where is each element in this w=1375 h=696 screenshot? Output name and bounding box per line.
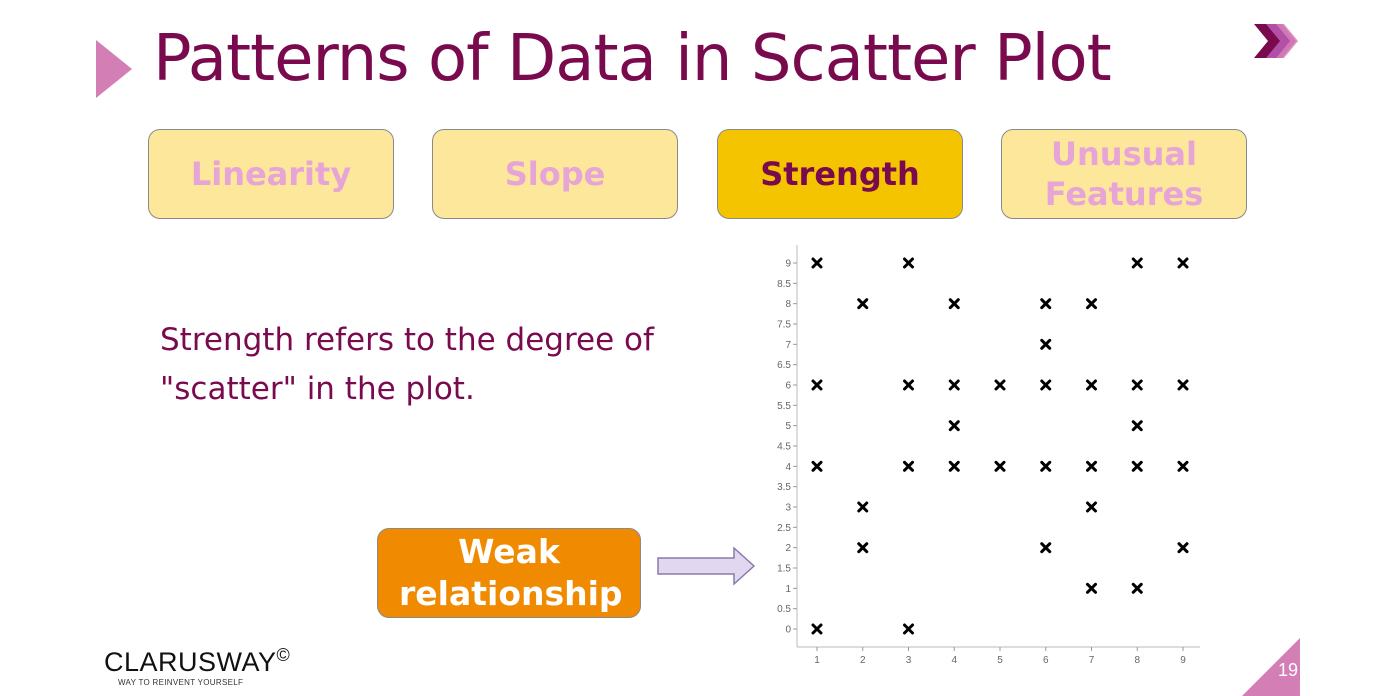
y-tick-label: 1	[785, 584, 791, 595]
y-tick-label: 7	[785, 340, 791, 351]
data-point	[1177, 542, 1189, 554]
data-point	[1086, 460, 1097, 472]
y-tick-label: 5.5	[777, 401, 791, 412]
data-point	[948, 420, 960, 432]
data-point	[948, 379, 960, 391]
data-point	[1040, 379, 1052, 391]
data-point	[903, 257, 914, 269]
data-point	[857, 298, 869, 310]
tab-slope[interactable]: Slope	[432, 129, 678, 219]
strength-description: Strength refers to the degree of "scatte…	[160, 322, 654, 407]
data-point	[1040, 460, 1052, 472]
y-tick-label: 8	[785, 299, 791, 310]
tab-unusual-features[interactable]: Unusual Features	[1001, 129, 1247, 219]
data-point	[1086, 379, 1097, 391]
data-point	[1131, 460, 1143, 472]
data-point	[1086, 582, 1097, 594]
page-number: 19	[1278, 660, 1299, 680]
x-tick-label: 3	[906, 655, 912, 666]
data-point	[903, 460, 914, 472]
x-tick-label: 5	[997, 655, 1003, 666]
data-point	[1177, 257, 1189, 269]
x-tick-label: 6	[1043, 655, 1049, 666]
brand-logo: CLARUSWAY©	[104, 645, 290, 678]
data-point	[1131, 379, 1143, 391]
y-tick-label: 3	[785, 503, 791, 514]
data-point	[857, 501, 869, 513]
data-point	[994, 379, 1006, 391]
data-point	[1086, 298, 1097, 310]
y-tick-label: 7.5	[777, 320, 791, 331]
slide-title: Patterns of Data in Scatter Plot	[153, 22, 1112, 96]
y-tick-label: 6.5	[777, 360, 791, 371]
copyright-mark: ©	[276, 645, 291, 665]
data-point	[1177, 379, 1189, 391]
y-tick-label: 4.5	[777, 442, 791, 453]
y-tick-label: 4	[785, 462, 791, 473]
data-point	[1131, 420, 1143, 432]
data-point	[811, 379, 823, 391]
data-point	[811, 623, 823, 635]
data-point	[1040, 338, 1052, 350]
right-arrow-icon	[657, 546, 756, 586]
data-point	[1131, 582, 1143, 594]
page-corner-triangle	[1242, 638, 1300, 696]
x-tick-label: 2	[860, 655, 866, 666]
data-point	[1131, 257, 1143, 269]
y-tick-label: 0.5	[777, 604, 791, 615]
y-tick-label: 1.5	[777, 564, 791, 575]
y-tick-label: 2	[785, 543, 791, 554]
y-tick-label: 9	[785, 259, 791, 270]
data-point	[1086, 501, 1097, 513]
tab-linearity[interactable]: Linearity	[148, 129, 394, 219]
weak-relationship-callout: Weak relationship	[377, 528, 641, 618]
callout-label: Weak relationship	[399, 532, 623, 613]
x-tick-label: 9	[1180, 655, 1186, 666]
data-point	[948, 298, 960, 310]
x-tick-label: 8	[1134, 655, 1140, 666]
y-tick-label: 2.5	[777, 523, 791, 534]
data-point	[948, 460, 960, 472]
x-tick-label: 7	[1089, 655, 1095, 666]
brand-chevron-icon	[1254, 24, 1298, 58]
y-tick-label: 3.5	[777, 482, 791, 493]
data-point	[994, 460, 1006, 472]
x-tick-label: 4	[951, 655, 957, 666]
y-tick-label: 0	[785, 625, 791, 636]
title-arrow-icon	[96, 40, 132, 98]
data-point	[1177, 460, 1189, 472]
data-point	[1040, 298, 1052, 310]
data-point	[857, 542, 869, 554]
scatter-plot: 0 0.5 1 1.5 2 2.5 3 3.5 4 4.5 5 5.5 6 6.5 7 7.5 8 8.5 9 1 2 3…	[777, 245, 1200, 666]
data-point	[811, 460, 823, 472]
tab-strength[interactable]: Strength	[717, 129, 963, 219]
data-point	[811, 257, 823, 269]
brand-tagline: WAY TO REINVENT YOURSELF	[118, 678, 244, 687]
brand-name: CLARUSWAY	[104, 647, 277, 677]
data-point	[903, 623, 914, 635]
data-point	[903, 379, 914, 391]
y-tick-label: 6	[785, 381, 791, 392]
y-tick-label: 5	[785, 421, 791, 432]
data-point	[1040, 542, 1052, 554]
x-tick-label: 1	[814, 655, 820, 666]
y-tick-label: 8.5	[777, 279, 791, 290]
